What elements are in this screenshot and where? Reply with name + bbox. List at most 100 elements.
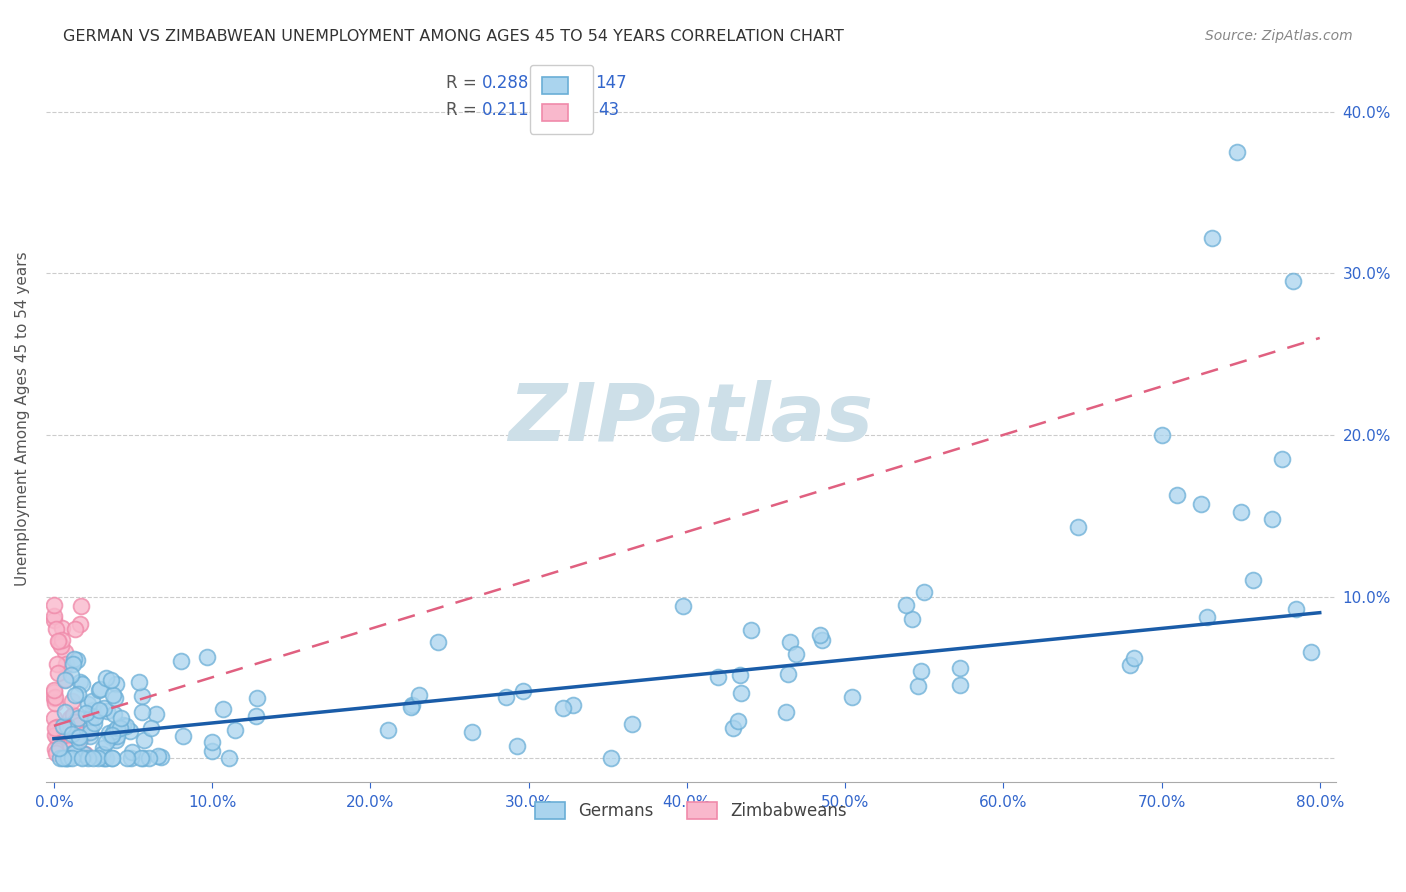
Point (105, 721, 128, 735)
Point (377, 723, 399, 738)
Point (55, 751, 77, 765)
Point (103, 724, 125, 739)
Point (1226, 145, 1249, 160)
Point (245, 709, 267, 723)
Point (91, 747, 114, 762)
Point (62, 657, 84, 671)
Point (721, 721, 744, 735)
Point (63, 714, 86, 729)
Point (42, 710, 65, 724)
Point (48, 740, 70, 755)
Point (132, 733, 155, 747)
Point (460, 725, 482, 739)
Point (104, 677, 127, 691)
Point (110, 721, 132, 735)
Point (49, 640, 72, 654)
Legend: Germans, Zimbabweans: Germans, Zimbabweans (529, 795, 853, 826)
Point (75, 706, 97, 720)
Point (46, 665, 69, 680)
Point (62, 708, 84, 723)
Point (201, 744, 224, 758)
Point (110, 711, 132, 725)
Point (82, 751, 104, 765)
Point (45, 657, 67, 671)
Point (553, 701, 575, 715)
Point (79, 720, 101, 734)
Point (73, 747, 96, 762)
Point (94, 751, 117, 765)
Point (45, 720, 67, 734)
Point (46, 633, 69, 648)
Point (51, 621, 73, 635)
Point (66, 730, 89, 744)
Point (218, 751, 240, 765)
Point (841, 690, 863, 704)
Point (96, 704, 118, 718)
Point (120, 723, 142, 738)
Point (1201, 231, 1223, 245)
Point (1195, 609, 1218, 624)
Point (1301, 645, 1323, 659)
Point (45, 746, 67, 760)
Text: R =: R = (446, 74, 482, 92)
Point (427, 635, 450, 649)
Point (910, 665, 932, 679)
Y-axis label: Unemployment Among Ages 45 to 54 years: Unemployment Among Ages 45 to 54 years (15, 252, 30, 586)
Point (67, 687, 90, 701)
Point (506, 739, 529, 754)
Point (512, 683, 534, 698)
Point (1285, 602, 1308, 616)
Text: 43: 43 (598, 101, 619, 119)
Point (73, 727, 96, 741)
Point (100, 751, 122, 765)
Point (55, 657, 77, 671)
Point (77, 751, 100, 765)
Text: N =: N = (562, 74, 599, 92)
Point (150, 750, 173, 764)
Text: Source: ZipAtlas.com: Source: ZipAtlas.com (1205, 29, 1353, 43)
Point (121, 751, 143, 765)
Point (55, 751, 77, 765)
Point (907, 679, 929, 693)
Point (785, 647, 807, 661)
Point (42, 691, 65, 706)
Point (224, 723, 246, 737)
Point (66, 653, 89, 667)
Point (70, 730, 93, 744)
Point (89, 681, 111, 696)
Text: GERMAN VS ZIMBABWEAN UNEMPLOYMENT AMONG AGES 45 TO 54 YEARS CORRELATION CHART: GERMAN VS ZIMBABWEAN UNEMPLOYMENT AMONG … (63, 29, 844, 44)
Point (131, 689, 153, 703)
Point (901, 612, 924, 626)
Point (44, 721, 66, 735)
Point (63, 622, 86, 636)
Point (949, 661, 972, 675)
Point (1229, 506, 1251, 520)
Point (949, 678, 972, 692)
Point (776, 666, 799, 681)
Point (408, 688, 430, 702)
Point (912, 585, 935, 599)
Point (67, 711, 90, 725)
Point (101, 728, 124, 742)
Point (79, 729, 101, 743)
Point (45, 731, 67, 745)
Point (51, 632, 73, 647)
Point (93, 701, 115, 715)
Point (94, 672, 117, 686)
Point (77, 698, 100, 712)
Point (83, 715, 105, 730)
Point (82, 703, 104, 717)
Text: ZIPatlas: ZIPatlas (508, 380, 873, 458)
Point (138, 751, 160, 765)
Point (201, 735, 224, 749)
Point (44, 728, 66, 742)
Point (53, 723, 76, 737)
Point (63, 746, 86, 760)
Point (98, 726, 121, 740)
Point (62, 747, 84, 761)
Text: 147: 147 (595, 74, 627, 92)
Point (45, 622, 67, 636)
Point (105, 730, 128, 744)
Point (56, 719, 79, 733)
Point (58, 751, 80, 765)
